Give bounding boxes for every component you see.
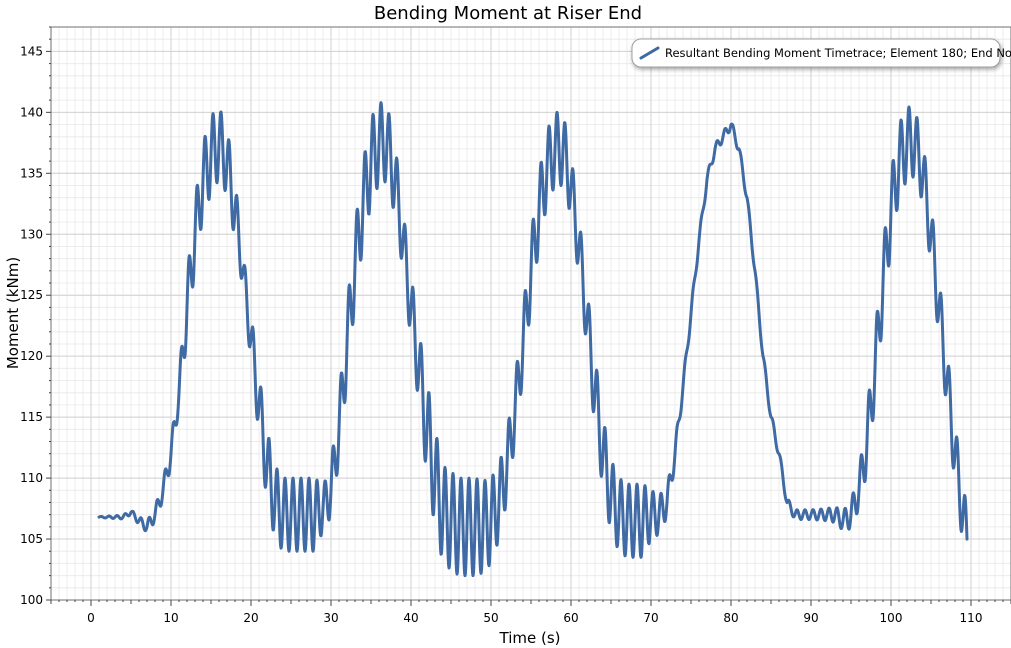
- x-tick-label: 60: [563, 611, 578, 625]
- x-tick-label: 10: [163, 611, 178, 625]
- y-tick-label: 140: [20, 105, 43, 119]
- x-tick-label: 70: [643, 611, 658, 625]
- x-axis-label: Time (s): [499, 629, 561, 647]
- y-tick-label: 125: [20, 288, 43, 302]
- y-tick-label: 100: [20, 593, 43, 607]
- series-line-bending-moment: [97, 101, 969, 578]
- y-tick-label: 145: [20, 44, 43, 58]
- legend-box: [631, 38, 1001, 68]
- x-tick-label: 90: [803, 611, 818, 625]
- x-tick-label: 40: [403, 611, 418, 625]
- x-tick-label: 80: [723, 611, 738, 625]
- y-tick-label: 105: [20, 532, 43, 546]
- y-tick-label: 120: [20, 349, 43, 363]
- x-tick-label: 0: [87, 611, 95, 625]
- chart-title: Bending Moment at Riser End: [374, 3, 642, 24]
- y-tick-label: 110: [20, 471, 43, 485]
- x-axis: 0 10 20 30 40 50 60 70 80 90 100 110: [50, 600, 1011, 625]
- y-axis-label: Moment (kNm): [4, 257, 22, 369]
- x-tick-label: 30: [323, 611, 338, 625]
- y-tick-label: 135: [20, 166, 43, 180]
- y-tick-label: 130: [20, 227, 43, 241]
- legend-swatch: [639, 46, 660, 60]
- x-tick-label: 50: [483, 611, 498, 625]
- y-tick-label: 115: [20, 410, 43, 424]
- y-axis: 100 105 110 115 120 125 130 135 140 145: [20, 26, 51, 607]
- legend-label: Resultant Bending Moment Timetrace; Elem…: [665, 46, 1011, 60]
- x-tick-label: 100: [880, 611, 903, 625]
- x-tick-label: 20: [243, 611, 258, 625]
- legend[interactable]: Resultant Bending Moment Timetrace; Elem…: [631, 38, 1011, 68]
- x-tick-label: 110: [960, 611, 983, 625]
